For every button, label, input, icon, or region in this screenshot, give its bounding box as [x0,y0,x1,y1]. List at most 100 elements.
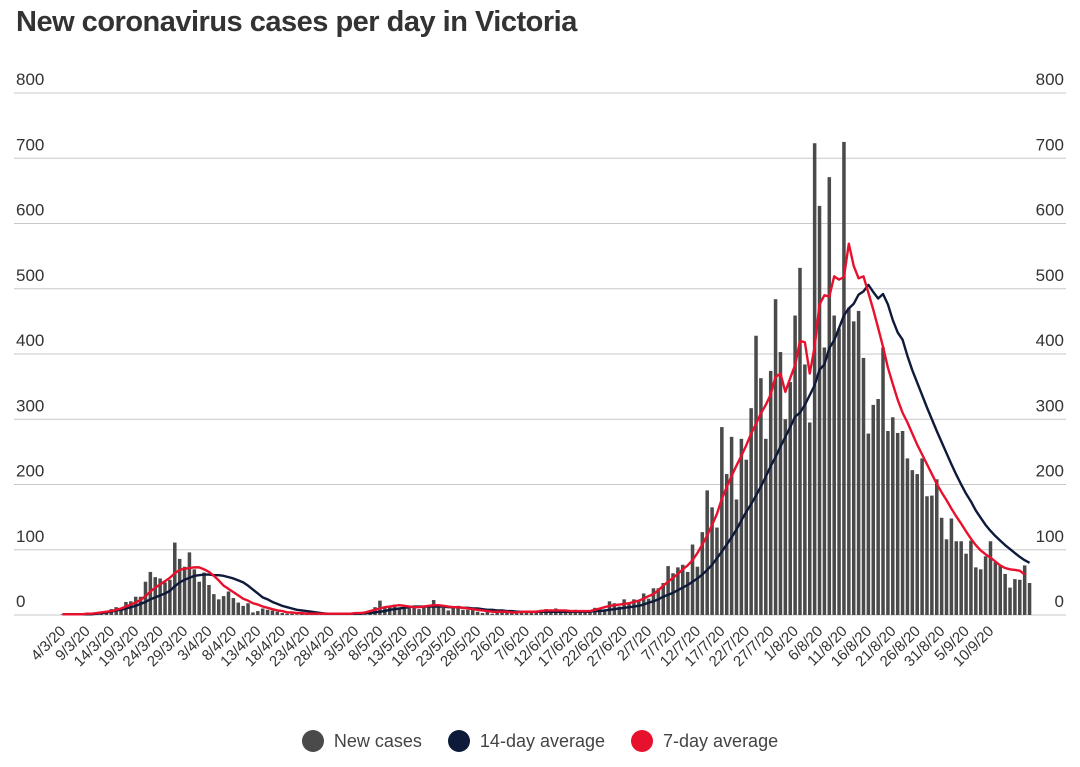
14-day-average-dot-icon [447,730,470,752]
bar-87 [485,611,490,615]
bar-74 [422,607,426,615]
bar-178 [930,495,934,615]
bar-181 [944,539,949,615]
bar-88 [490,613,495,615]
bar-171 [895,432,900,615]
bar-174 [910,470,915,615]
bar-18 [148,571,153,615]
bar-70 [402,607,407,615]
bar-42 [265,609,270,615]
bar-162 [851,321,856,615]
bar-31 [212,594,216,615]
bar-27 [192,569,197,615]
bar-33 [221,596,226,615]
bar-38 [246,603,250,615]
bar-116 [627,602,631,615]
bar-71 [407,608,411,615]
bar-114 [617,606,622,615]
y-tick-left-500: 500 [16,266,44,285]
bar-36 [236,602,241,615]
y-tick-left-0: 0 [16,592,25,611]
bar-123 [661,583,665,615]
bar-194 [1008,587,1012,615]
bar-176 [920,458,924,615]
bar-81 [456,605,460,615]
bar-37 [241,605,245,615]
bar-170 [891,417,895,615]
bar-96 [529,612,534,615]
y-tick-right-0: 0 [1055,592,1064,611]
bar-107 [583,612,587,615]
bar-108 [588,611,592,615]
bar-95 [524,612,529,615]
bar-133 [710,507,714,615]
legend: New cases 14-day average 7-day average [0,730,1080,752]
bar-164 [861,357,866,615]
bar-189 [983,556,988,615]
bar-186 [969,540,973,615]
bar-63 [368,613,372,615]
bar-124 [666,566,670,615]
bar-91 [505,611,509,615]
y-tick-right-200: 200 [1036,462,1064,481]
bar-83 [466,609,470,615]
bar-150 [793,315,797,615]
y-tick-left-800: 800 [16,70,44,89]
bar-172 [900,430,905,615]
line-7-day-average [62,242,1026,616]
bar-182 [949,518,954,615]
bar-180 [939,517,944,615]
y-tick-left-700: 700 [16,135,44,154]
y-tick-right-400: 400 [1036,331,1064,350]
bar-151 [798,267,802,615]
bar-23 [173,542,177,615]
bar-46 [285,613,289,615]
bar-143 [759,378,763,615]
bar-25 [182,566,187,615]
bar-195 [1013,579,1017,615]
bar-16 [138,596,143,615]
bar-166 [871,404,876,615]
bar-29 [202,572,206,615]
bar-177 [925,496,929,615]
bar-45 [280,613,284,615]
legend-item-7-day-average: 7-day average [631,730,778,752]
bar-43 [270,610,275,615]
bar-40 [256,611,260,615]
bar-190 [988,541,993,615]
bar-73 [417,609,421,615]
bar-122 [656,588,661,615]
bar-22 [168,579,172,615]
bar-156 [822,347,827,615]
bar-28 [197,581,201,615]
y-tick-right-500: 500 [1036,266,1064,285]
bar-34 [226,591,231,615]
bar-147 [778,352,783,615]
bar-148 [783,419,788,615]
bar-35 [231,598,236,615]
y-tick-right-300: 300 [1036,396,1064,415]
bar-184 [959,541,963,615]
bar-127 [681,564,685,615]
bar-179 [934,479,939,615]
bar-111 [602,611,607,615]
bar-169 [886,430,890,615]
bar-155 [817,205,822,615]
legend-item-new-cases: New cases [301,730,422,752]
y-tick-right-700: 700 [1036,135,1064,154]
bar-197 [1022,565,1027,615]
bar-39 [251,612,255,615]
bar-118 [637,600,641,615]
y-tick-left-200: 200 [16,462,44,481]
bar-198 [1027,583,1032,615]
bar-173 [905,458,910,615]
bar-132 [705,490,709,615]
bar-129 [690,544,695,615]
bar-26 [187,552,192,615]
bar-44 [275,611,280,615]
bar-153 [808,422,812,615]
legend-label-14-day-average: 14-day average [479,730,606,751]
bar-112 [607,601,612,615]
bar-161 [847,307,851,615]
bar-142 [754,335,758,615]
